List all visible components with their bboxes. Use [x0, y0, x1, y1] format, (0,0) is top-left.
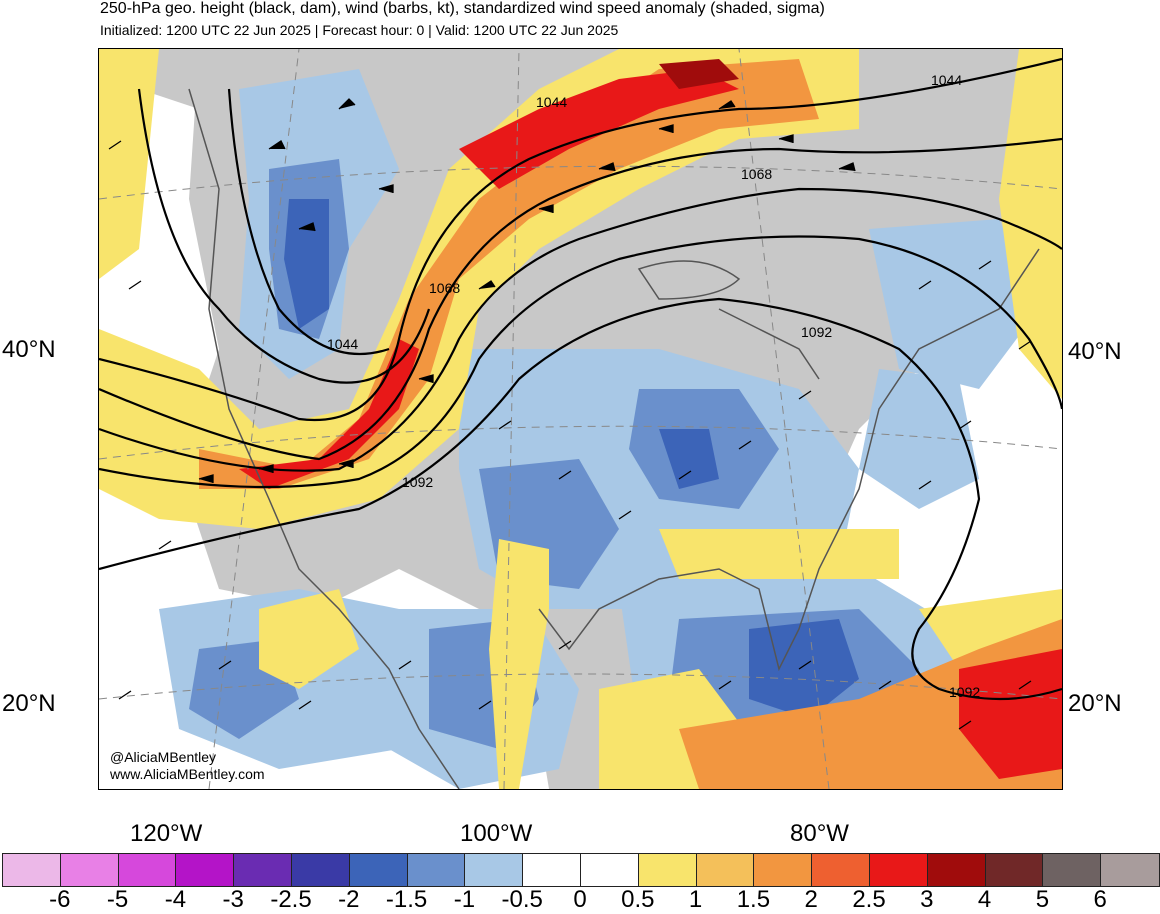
anomaly-neg-dark — [284, 199, 859, 719]
lat-label-left-40n: 40°N — [2, 336, 56, 363]
weather-map: 1044 1044 1068 1068 1092 1092 1092 1044 — [98, 48, 1063, 790]
contour-label: 1068 — [741, 166, 772, 182]
colorbar-swatch — [3, 854, 61, 886]
map-subtitle: Initialized: 1200 UTC 22 Jun 2025 | Fore… — [100, 22, 619, 38]
colorbar-swatch — [812, 854, 870, 886]
credit-website: www.AliciaMBentley.com — [110, 766, 265, 782]
credit-handle: @AliciaMBentley — [110, 749, 217, 765]
colorbar-swatch — [176, 854, 235, 886]
colorbar — [2, 853, 1160, 887]
colorbar-label: -2 — [338, 886, 360, 913]
colorbar-label: -6 — [49, 886, 71, 913]
colorbar-swatch — [234, 854, 292, 886]
lat-label-right-20n: 20°N — [1068, 690, 1122, 717]
colorbar-label: -4 — [164, 886, 187, 913]
colorbar-label: -1.5 — [385, 886, 428, 913]
colorbar-swatch — [523, 854, 581, 886]
lon-label-100w: 100°W — [460, 820, 533, 847]
lon-label-80w: 80°W — [790, 820, 849, 847]
colorbar-label: -5 — [106, 886, 129, 913]
contour-label: 1068 — [429, 280, 460, 296]
colorbar-swatch — [1043, 854, 1102, 886]
colorbar-label: 0 — [573, 886, 587, 913]
colorbar-label: -0.5 — [501, 886, 543, 913]
anomaly-pos-darkred — [659, 59, 739, 89]
contour-label: 1092 — [402, 474, 433, 490]
coastlines — [188, 88, 1040, 789]
height-contours — [99, 57, 1062, 701]
colorbar-label: 1 — [688, 886, 703, 913]
contour-label: 1044 — [931, 72, 962, 88]
colorbar-swatch — [638, 854, 697, 886]
colorbar-label: -3 — [222, 886, 244, 913]
contour-labels: 1044 1044 1068 1068 1092 1092 1092 1044 — [327, 72, 980, 700]
colorbar-swatch — [291, 854, 350, 886]
map-title: 250-hPa geo. height (black, dam), wind (… — [100, 0, 825, 17]
graticule — [99, 49, 1062, 789]
contour-label: 1092 — [801, 324, 832, 340]
lat-label-left-20n: 20°N — [2, 690, 56, 717]
colorbar-swatch — [985, 854, 1044, 886]
anomaly-pos-orange — [199, 59, 1062, 789]
wind-barbs — [108, 98, 1032, 730]
colorbar-label: 2 — [804, 886, 818, 913]
colorbar-label: 4 — [977, 886, 992, 913]
contour-label: 1092 — [949, 684, 980, 700]
lat-label-right-40n: 40°N — [1068, 338, 1122, 365]
contour-label: 1044 — [536, 94, 567, 110]
colorbar-label: 3 — [920, 886, 934, 913]
colorbar-swatch — [349, 854, 408, 886]
lon-label-120w: 120°W — [130, 820, 203, 847]
colorbar-label: 2.5 — [852, 886, 886, 913]
colorbar-swatch — [60, 854, 119, 886]
colorbar-label: -1 — [453, 886, 476, 913]
colorbar-swatch — [869, 854, 928, 886]
colorbar-label: 1.5 — [736, 886, 771, 913]
colorbar-swatch — [118, 854, 177, 886]
contour-label: 1044 — [327, 336, 358, 352]
colorbar-swatch — [465, 854, 524, 886]
colorbar-label: 6 — [1093, 886, 1107, 913]
colorbar-label: -2.5 — [270, 886, 312, 913]
colorbar-swatch — [580, 854, 639, 886]
colorbar-label: 5 — [1035, 886, 1050, 913]
colorbar-label: 0.5 — [621, 886, 655, 913]
colorbar-swatch — [1101, 854, 1159, 886]
colorbar-swatch — [927, 854, 986, 886]
colorbar-swatch — [696, 854, 755, 886]
map-canvas: 1044 1044 1068 1068 1092 1092 1092 1044 — [99, 49, 1062, 789]
colorbar-swatch — [407, 854, 466, 886]
colorbar-swatch — [754, 854, 813, 886]
